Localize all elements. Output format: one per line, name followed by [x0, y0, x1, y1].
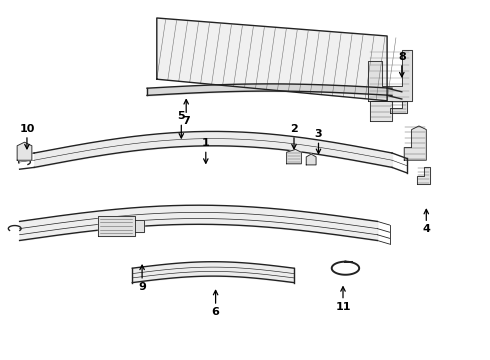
Text: 4: 4: [422, 224, 430, 234]
Text: 8: 8: [398, 52, 406, 62]
Polygon shape: [417, 167, 430, 184]
Polygon shape: [390, 101, 407, 113]
Polygon shape: [157, 18, 387, 101]
Text: 7: 7: [182, 116, 190, 126]
Polygon shape: [17, 142, 32, 160]
Polygon shape: [370, 101, 392, 121]
Polygon shape: [135, 220, 144, 232]
Text: 1: 1: [202, 138, 210, 148]
Text: 9: 9: [138, 282, 146, 292]
Text: 6: 6: [212, 307, 220, 317]
Text: 2: 2: [290, 124, 298, 134]
Text: 5: 5: [177, 111, 185, 121]
Polygon shape: [98, 216, 135, 236]
Polygon shape: [404, 126, 426, 160]
Text: 11: 11: [335, 302, 351, 312]
Polygon shape: [287, 149, 301, 164]
Text: 3: 3: [315, 129, 322, 139]
Polygon shape: [306, 154, 316, 165]
Text: 10: 10: [19, 124, 35, 134]
Polygon shape: [368, 50, 412, 101]
